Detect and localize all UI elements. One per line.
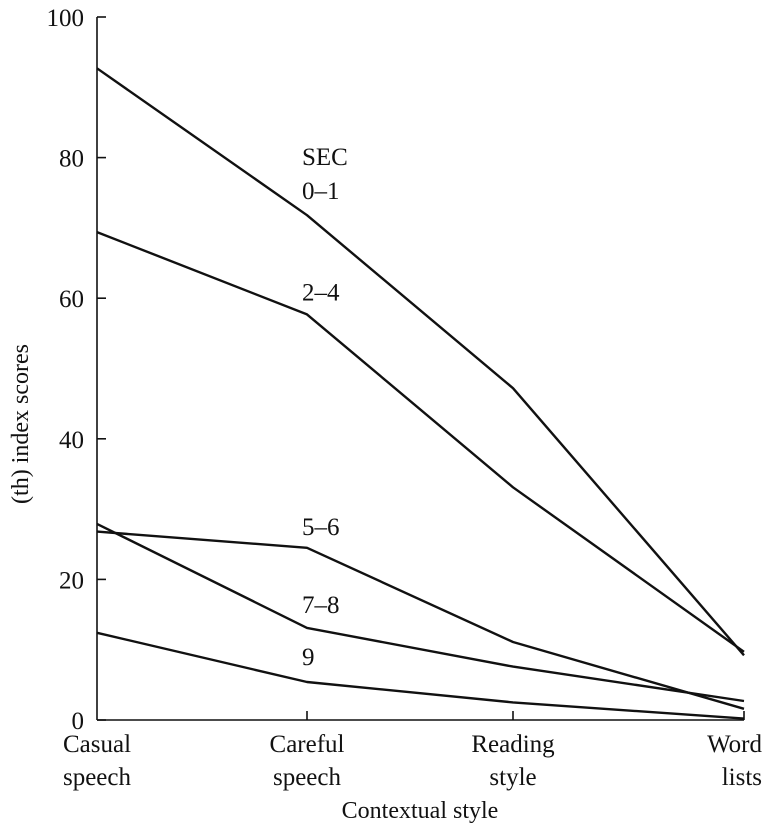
x-axis-title: Contextual style (342, 798, 499, 824)
series-line-0 (96, 67, 745, 657)
x-ticks: Casual speech Careful speech Reading style Wor… (63, 711, 762, 791)
y-ticks: 0 20 40 60 80 100 (47, 5, 106, 735)
x-tick-label-3-1: lists (722, 764, 762, 791)
series-line-2 (96, 530, 745, 710)
x-tick-label-0-0: Casual (63, 731, 131, 758)
annotation-0: SEC (302, 144, 348, 171)
x-tick-label-2-0: Reading (471, 731, 555, 758)
x-tick-label-2-1: style (489, 764, 536, 791)
x-tick-label-1-1: speech (273, 764, 342, 791)
series-line-1 (96, 230, 745, 653)
y-axis-title: (th) index scores (8, 344, 34, 504)
y-tick-label-5: 100 (47, 5, 85, 32)
series-line-4 (96, 631, 745, 720)
x-tick-label-1-0: Careful (270, 731, 345, 758)
series-label-4: 9 (302, 644, 315, 671)
y-tick-label-2: 40 (59, 427, 84, 454)
series-label-2: 5–6 (302, 514, 340, 541)
series-labels: 0–1 2–4 5–6 7–8 9 SEC (302, 144, 348, 671)
y-tick-label-4: 80 (59, 146, 84, 173)
y-tick-label-0: 0 (72, 708, 85, 735)
x-tick-label-3-0: Word (707, 731, 762, 758)
series-label-1: 2–4 (302, 279, 340, 306)
y-tick-label-3: 60 (59, 286, 84, 313)
series-label-3: 7–8 (302, 592, 340, 619)
series-label-0: 0–1 (302, 178, 340, 205)
x-tick-label-0-1: speech (63, 764, 132, 791)
series-line-3 (96, 522, 745, 703)
series-group (96, 67, 745, 720)
y-tick-label-1: 20 (59, 567, 84, 594)
axes (96, 17, 744, 721)
